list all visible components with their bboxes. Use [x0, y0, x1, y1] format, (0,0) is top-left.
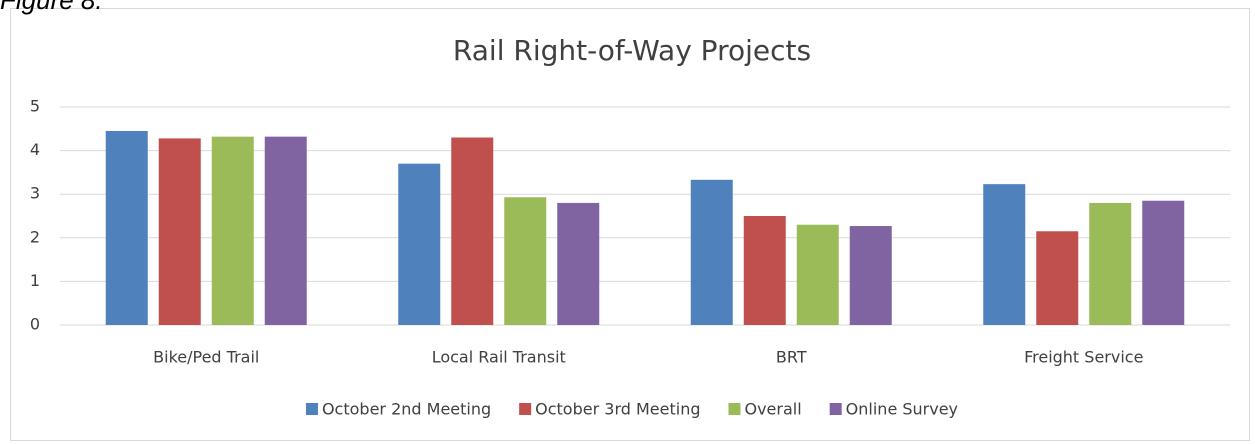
legend-swatch	[305, 403, 318, 415]
y-tick-label: 1	[30, 271, 40, 290]
bar	[504, 197, 547, 325]
y-tick-label: 0	[30, 315, 40, 334]
bar	[796, 224, 839, 325]
x-tick-label: Bike/Ped Trail	[153, 348, 259, 367]
bar	[105, 130, 148, 325]
legend-label: Online Survey	[846, 400, 958, 419]
bar	[1089, 202, 1132, 325]
x-tick-label: Local Rail Transit	[432, 348, 566, 367]
y-tick-label: 3	[30, 184, 40, 203]
bar	[1036, 231, 1079, 325]
bar	[1142, 200, 1185, 325]
y-tick-label: 2	[30, 227, 40, 246]
bar	[983, 184, 1026, 325]
bar	[849, 226, 892, 325]
bar	[451, 137, 494, 325]
x-tick-label: BRT	[776, 348, 807, 367]
y-tick-label: 5	[30, 97, 40, 116]
chart-title: Rail Right-of-Way Projects	[453, 34, 811, 67]
bar	[557, 202, 600, 325]
legend-label: October 3rd Meeting	[535, 400, 700, 419]
legend-swatch	[519, 403, 532, 415]
bar	[211, 136, 254, 325]
bar	[158, 138, 201, 325]
x-tick-label: Freight Service	[1024, 348, 1143, 367]
bar	[264, 136, 307, 325]
bar	[690, 179, 733, 325]
figure-label: Figure 8.	[0, 0, 103, 15]
legend-label: Overall	[744, 400, 801, 419]
legend-swatch	[728, 403, 741, 415]
bar	[398, 163, 441, 325]
legend-swatch	[829, 403, 842, 415]
legend-label: October 2nd Meeting	[322, 400, 491, 419]
bar	[743, 216, 786, 325]
y-tick-label: 4	[30, 140, 40, 159]
